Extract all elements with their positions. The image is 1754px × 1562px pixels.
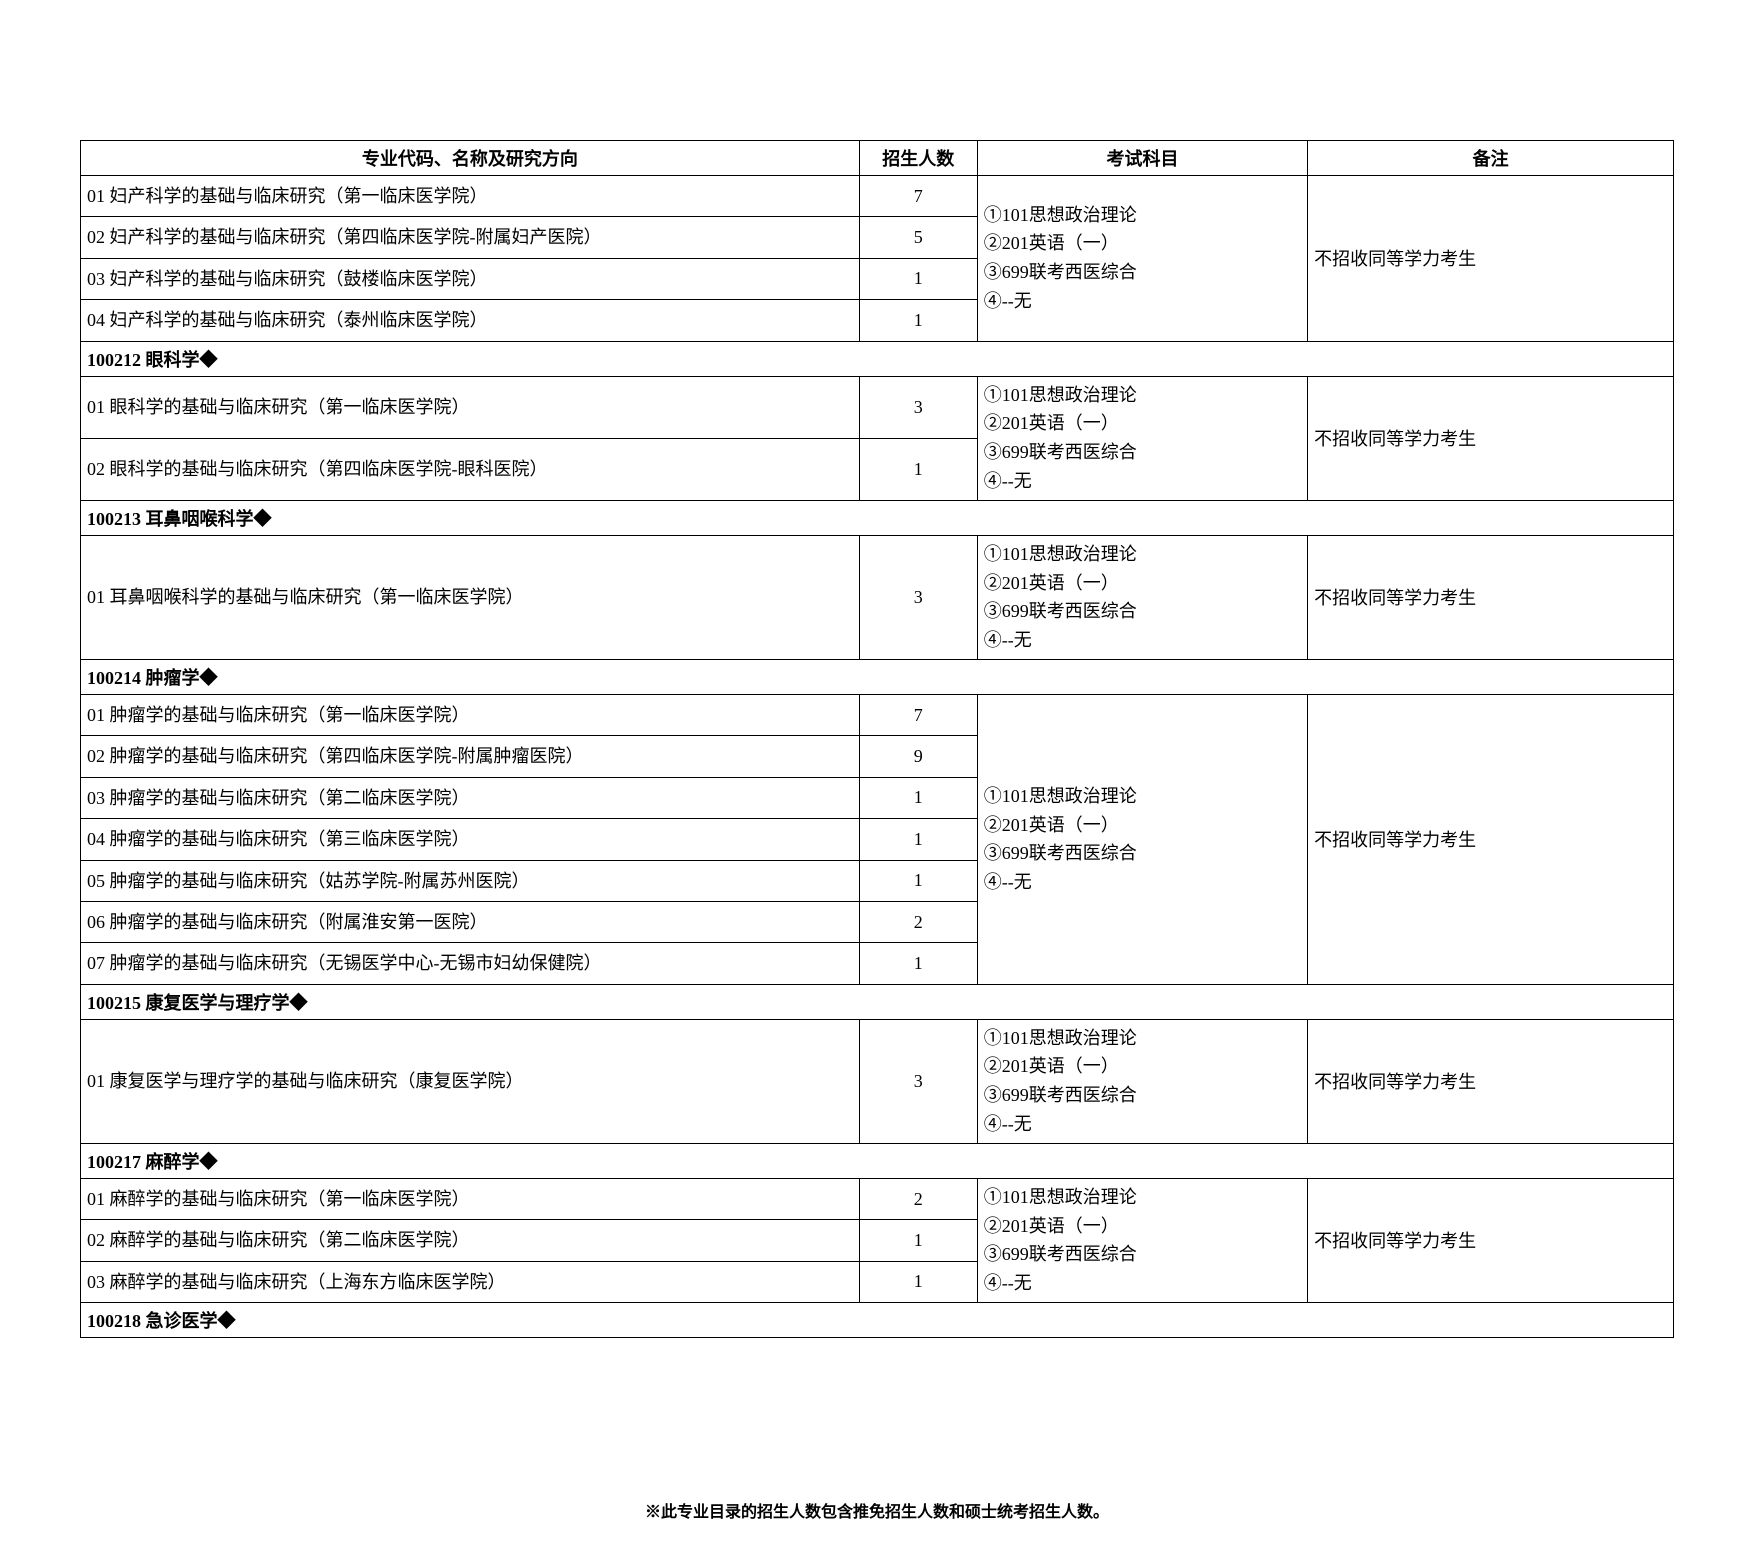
catalog-table: 专业代码、名称及研究方向 招生人数 考试科目 备注 01 妇产科学的基础与临床研… — [80, 140, 1674, 1338]
quota-value: 1 — [859, 1220, 977, 1261]
quota-value: 3 — [859, 535, 977, 659]
header-note: 备注 — [1308, 141, 1674, 176]
direction-label: 06 肿瘤学的基础与临床研究（附属淮安第一医院） — [81, 901, 860, 942]
header-major: 专业代码、名称及研究方向 — [81, 141, 860, 176]
footnote: ※此专业目录的招生人数包含推免招生人数和硕士统考招生人数。 — [80, 1498, 1674, 1522]
quota-value: 1 — [859, 943, 977, 984]
direction-row: 01 康复医学与理疗学的基础与临床研究（康复医学院）3①101思想政治理论②20… — [81, 1019, 1674, 1143]
note: 不招收同等学力考生 — [1308, 694, 1674, 984]
direction-label: 04 肿瘤学的基础与临床研究（第三临床医学院） — [81, 819, 860, 860]
direction-label: 01 麻醉学的基础与临床研究（第一临床医学院） — [81, 1178, 860, 1219]
quota-value: 7 — [859, 694, 977, 735]
quota-value: 2 — [859, 901, 977, 942]
quota-value: 1 — [859, 777, 977, 818]
quota-value: 1 — [859, 300, 977, 341]
quota-value: 1 — [859, 438, 977, 500]
header-row: 专业代码、名称及研究方向 招生人数 考试科目 备注 — [81, 141, 1674, 176]
direction-row: 01 眼科学的基础与临床研究（第一临床医学院）3①101思想政治理论②201英语… — [81, 376, 1674, 438]
direction-label: 03 妇产科学的基础与临床研究（鼓楼临床医学院） — [81, 258, 860, 299]
exam-subjects: ①101思想政治理论②201英语（一）③699联考西医综合④--无 — [977, 1178, 1307, 1302]
note: 不招收同等学力考生 — [1308, 1178, 1674, 1302]
section-header-row: 100215 康复医学与理疗学◆ — [81, 984, 1674, 1019]
direction-row: 01 肿瘤学的基础与临床研究（第一临床医学院）7①101思想政治理论②201英语… — [81, 694, 1674, 735]
exam-subjects: ①101思想政治理论②201英语（一）③699联考西医综合④--无 — [977, 535, 1307, 659]
header-subject: 考试科目 — [977, 141, 1307, 176]
section-header: 100214 肿瘤学◆ — [81, 659, 1674, 694]
direction-label: 01 眼科学的基础与临床研究（第一临床医学院） — [81, 376, 860, 438]
section-header-row: 100213 耳鼻咽喉科学◆ — [81, 500, 1674, 535]
direction-row: 01 妇产科学的基础与临床研究（第一临床医学院）7①101思想政治理论②201英… — [81, 176, 1674, 217]
quota-value: 1 — [859, 1261, 977, 1302]
direction-label: 03 麻醉学的基础与临床研究（上海东方临床医学院） — [81, 1261, 860, 1302]
quota-value: 3 — [859, 376, 977, 438]
direction-label: 04 妇产科学的基础与临床研究（泰州临床医学院） — [81, 300, 860, 341]
note: 不招收同等学力考生 — [1308, 176, 1674, 342]
exam-subjects: ①101思想政治理论②201英语（一）③699联考西医综合④--无 — [977, 1019, 1307, 1143]
section-header: 100212 眼科学◆ — [81, 341, 1674, 376]
section-header: 100215 康复医学与理疗学◆ — [81, 984, 1674, 1019]
header-quota: 招生人数 — [859, 141, 977, 176]
exam-subjects: ①101思想政治理论②201英语（一）③699联考西医综合④--无 — [977, 376, 1307, 500]
quota-value: 1 — [859, 819, 977, 860]
direction-label: 03 肿瘤学的基础与临床研究（第二临床医学院） — [81, 777, 860, 818]
direction-label: 02 肿瘤学的基础与临床研究（第四临床医学院-附属肿瘤医院） — [81, 736, 860, 777]
direction-label: 02 妇产科学的基础与临床研究（第四临床医学院-附属妇产医院） — [81, 217, 860, 258]
direction-label: 01 妇产科学的基础与临床研究（第一临床医学院） — [81, 176, 860, 217]
direction-label: 01 肿瘤学的基础与临床研究（第一临床医学院） — [81, 694, 860, 735]
note: 不招收同等学力考生 — [1308, 535, 1674, 659]
quota-value: 3 — [859, 1019, 977, 1143]
note: 不招收同等学力考生 — [1308, 376, 1674, 500]
section-header: 100217 麻醉学◆ — [81, 1143, 1674, 1178]
section-header-row: 100217 麻醉学◆ — [81, 1143, 1674, 1178]
exam-subjects: ①101思想政治理论②201英语（一）③699联考西医综合④--无 — [977, 176, 1307, 342]
section-header: 100218 急诊医学◆ — [81, 1303, 1674, 1338]
direction-label: 02 眼科学的基础与临床研究（第四临床医学院-眼科医院） — [81, 438, 860, 500]
direction-label: 01 康复医学与理疗学的基础与临床研究（康复医学院） — [81, 1019, 860, 1143]
note: 不招收同等学力考生 — [1308, 1019, 1674, 1143]
quota-value: 2 — [859, 1178, 977, 1219]
direction-label: 01 耳鼻咽喉科学的基础与临床研究（第一临床医学院） — [81, 535, 860, 659]
section-header-row: 100212 眼科学◆ — [81, 341, 1674, 376]
quota-value: 5 — [859, 217, 977, 258]
section-header-row: 100218 急诊医学◆ — [81, 1303, 1674, 1338]
direction-row: 01 耳鼻咽喉科学的基础与临床研究（第一临床医学院）3①101思想政治理论②20… — [81, 535, 1674, 659]
exam-subjects: ①101思想政治理论②201英语（一）③699联考西医综合④--无 — [977, 694, 1307, 984]
section-header-row: 100214 肿瘤学◆ — [81, 659, 1674, 694]
direction-label: 07 肿瘤学的基础与临床研究（无锡医学中心-无锡市妇幼保健院） — [81, 943, 860, 984]
direction-row: 01 麻醉学的基础与临床研究（第一临床医学院）2①101思想政治理论②201英语… — [81, 1178, 1674, 1219]
direction-label: 05 肿瘤学的基础与临床研究（姑苏学院-附属苏州医院） — [81, 860, 860, 901]
quota-value: 7 — [859, 176, 977, 217]
quota-value: 1 — [859, 860, 977, 901]
direction-label: 02 麻醉学的基础与临床研究（第二临床医学院） — [81, 1220, 860, 1261]
quota-value: 9 — [859, 736, 977, 777]
section-header: 100213 耳鼻咽喉科学◆ — [81, 500, 1674, 535]
quota-value: 1 — [859, 258, 977, 299]
